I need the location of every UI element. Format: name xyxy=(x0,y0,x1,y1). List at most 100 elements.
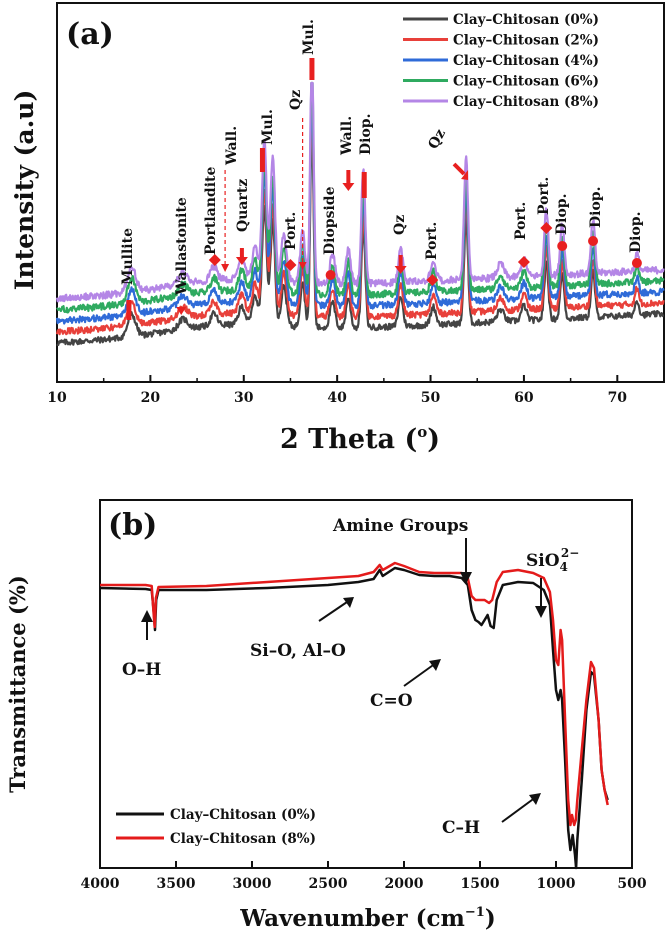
panel-a-x-tick-label: 10 xyxy=(47,390,67,406)
xrd-annotation-label: Diopside xyxy=(322,186,338,255)
annotation-sio4-sup: 2− xyxy=(561,546,579,560)
panel-b-x-tick-label: 1500 xyxy=(461,876,500,892)
panel-a-y-label: Intensity (a.u) xyxy=(10,90,39,291)
annotation-o-h: O–H xyxy=(122,660,161,680)
panel-a-x-ticks: 10 20 30 40 50 60 70 xyxy=(47,375,627,406)
xrd-marker-diamond xyxy=(517,256,530,268)
ftir-trace-0 xyxy=(99,566,609,870)
xrd-marker-arrow xyxy=(452,162,466,176)
panel-b-x-tick-label: 2000 xyxy=(385,876,424,892)
xrd-annotation-label: Diop. xyxy=(554,194,570,235)
xrd-marker-diamond xyxy=(540,222,553,234)
xrd-annotation-label: Wallastonite xyxy=(174,197,190,296)
xrd-marker-arrowhead xyxy=(394,266,407,274)
annotation-sio4-sub: 4 xyxy=(560,560,568,574)
panel-b-y-label: Transmittance (%) xyxy=(5,575,30,793)
annotation-c-o: C=O xyxy=(370,691,413,711)
xrd-marker-triangle xyxy=(176,307,187,315)
arrowhead-amine-groups xyxy=(460,572,472,584)
xrd-marker-diamond xyxy=(284,259,297,271)
panel-a-x-tick-label: 30 xyxy=(234,390,254,406)
xrd-marker-arrowhead xyxy=(461,170,469,180)
panel-b-x-label: Wavenumber (cm−1) xyxy=(239,905,495,932)
arrowhead-si-o xyxy=(343,597,354,608)
annotation-sio4-base: SiO xyxy=(526,551,560,571)
panel-a-x-label-degree: o xyxy=(417,423,427,441)
xrd-annotation-label: Wall. xyxy=(224,126,240,166)
xrd-marker-dot xyxy=(325,270,336,280)
arrow-c-o xyxy=(403,662,437,687)
panel-b-x-label-main: Wavenumber (cm xyxy=(239,905,465,932)
xrd-annotation-label: Qz xyxy=(425,127,449,152)
xrd-annotation-label: Quartz xyxy=(235,179,251,232)
panel-a: Mullite Wallastonite Portlandite Wall. Quart… xyxy=(10,2,665,455)
panel-b-x-tick-label: 2500 xyxy=(309,876,348,892)
panel-b-x-tick-label: 3000 xyxy=(233,876,272,892)
legend-a-label-3: Clay–Chitosan (6%) xyxy=(453,74,599,90)
xrd-annotation-label: Diop. xyxy=(358,114,374,155)
panel-a-legend: Clay–Chitosan (0%) Clay–Chitosan (2%) Clay… xyxy=(403,12,599,110)
panel-a-x-label-main: 2 Theta ( xyxy=(280,424,417,455)
legend-b-label-0: Clay–Chitosan (0%) xyxy=(170,807,316,823)
xrd-annotation-label: Diop. xyxy=(628,212,644,253)
xrd-marker-diamond xyxy=(208,254,221,266)
xrd-annotation-label: Diop. xyxy=(588,187,604,228)
ftir-trace-1 xyxy=(100,561,609,827)
panel-b-legend: Clay–Chitosan (0%) Clay–Chitosan (8%) xyxy=(116,807,316,847)
xrd-annotation-label: Qz xyxy=(288,90,304,110)
xrd-annotation-label: Mul. xyxy=(301,19,317,55)
annotation-c-h: C–H xyxy=(442,818,480,838)
xrd-annotation-label: Port. xyxy=(424,222,440,260)
arrowhead-sio4 xyxy=(535,606,547,618)
legend-a-label-4: Clay–Chitosan (8%) xyxy=(453,94,599,110)
annotation-sio4: SiO42− xyxy=(526,546,579,574)
panel-a-frame xyxy=(56,2,665,383)
panel-a-x-tick-label: 40 xyxy=(327,390,347,406)
panel-b-label: (b) xyxy=(108,508,157,543)
panel-b-x-tick-label: 1000 xyxy=(537,876,576,892)
xrd-annotation-label: Port. xyxy=(283,212,299,250)
xrd-marker-arrowhead xyxy=(342,183,355,191)
panel-a-x-tick-label: 50 xyxy=(421,390,441,406)
xrd-annotation-label: Mullite xyxy=(120,228,136,285)
xrd-marker-arrow xyxy=(346,170,351,184)
xrd-marker-dot xyxy=(557,241,568,251)
xrd-marker-arrow xyxy=(398,255,403,267)
panel-a-label: (a) xyxy=(66,17,114,52)
xrd-marker-dashed-arrowhead xyxy=(221,264,230,272)
xrd-annotation-label: Port. xyxy=(536,177,552,215)
xrd-annotation-label: Qz xyxy=(392,215,408,235)
annotation-si-o-al-o: Si–O, Al–O xyxy=(250,641,346,661)
xrd-trace-4 xyxy=(55,81,665,303)
arrowhead-o-h xyxy=(141,610,153,622)
xrd-annotation-label: Port. xyxy=(513,202,529,240)
annotation-amine-groups: Amine Groups xyxy=(332,516,468,536)
xrd-marker-bar xyxy=(361,172,367,198)
panel-a-x-label: 2 Theta (o) xyxy=(280,423,440,455)
panel-a-x-tick-label: 70 xyxy=(608,390,628,406)
xrd-marker-dot xyxy=(588,236,599,246)
xrd-marker-arrow xyxy=(239,248,244,258)
xrd-marker-arrowhead xyxy=(235,257,248,265)
legend-a-label-0: Clay–Chitosan (0%) xyxy=(453,12,599,28)
panel-a-x-tick-label: 20 xyxy=(141,390,161,406)
arrowhead-c-h xyxy=(529,793,541,805)
arrow-c-h xyxy=(501,796,537,823)
xrd-marker-dot xyxy=(631,258,642,268)
legend-a-label-2: Clay–Chitosan (4%) xyxy=(453,53,599,69)
panel-b: 4000 3500 3000 2500 2000 1500 1000 500 (b) Amin… xyxy=(5,499,647,932)
panel-a-annotations: Mullite Wallastonite Portlandite Wall. Quart… xyxy=(120,19,644,320)
legend-a-label-1: Clay–Chitosan (2%) xyxy=(453,33,599,49)
xrd-annotation-label: Portlandite xyxy=(203,167,219,255)
panel-b-x-tick-label: 4000 xyxy=(81,876,120,892)
xrd-marker-bar xyxy=(126,300,132,320)
panel-b-frame xyxy=(99,499,633,869)
panel-b-x-ticks: 4000 3500 3000 2500 2000 1500 1000 500 xyxy=(81,861,647,892)
xrd-marker-bar xyxy=(259,148,265,172)
xrd-marker-bar xyxy=(309,58,315,80)
arrow-si-o xyxy=(318,599,351,622)
panel-b-x-tick-label: 3500 xyxy=(157,876,196,892)
panel-b-x-tick-label: 500 xyxy=(617,876,646,892)
panel-a-x-tick-label: 60 xyxy=(514,390,534,406)
